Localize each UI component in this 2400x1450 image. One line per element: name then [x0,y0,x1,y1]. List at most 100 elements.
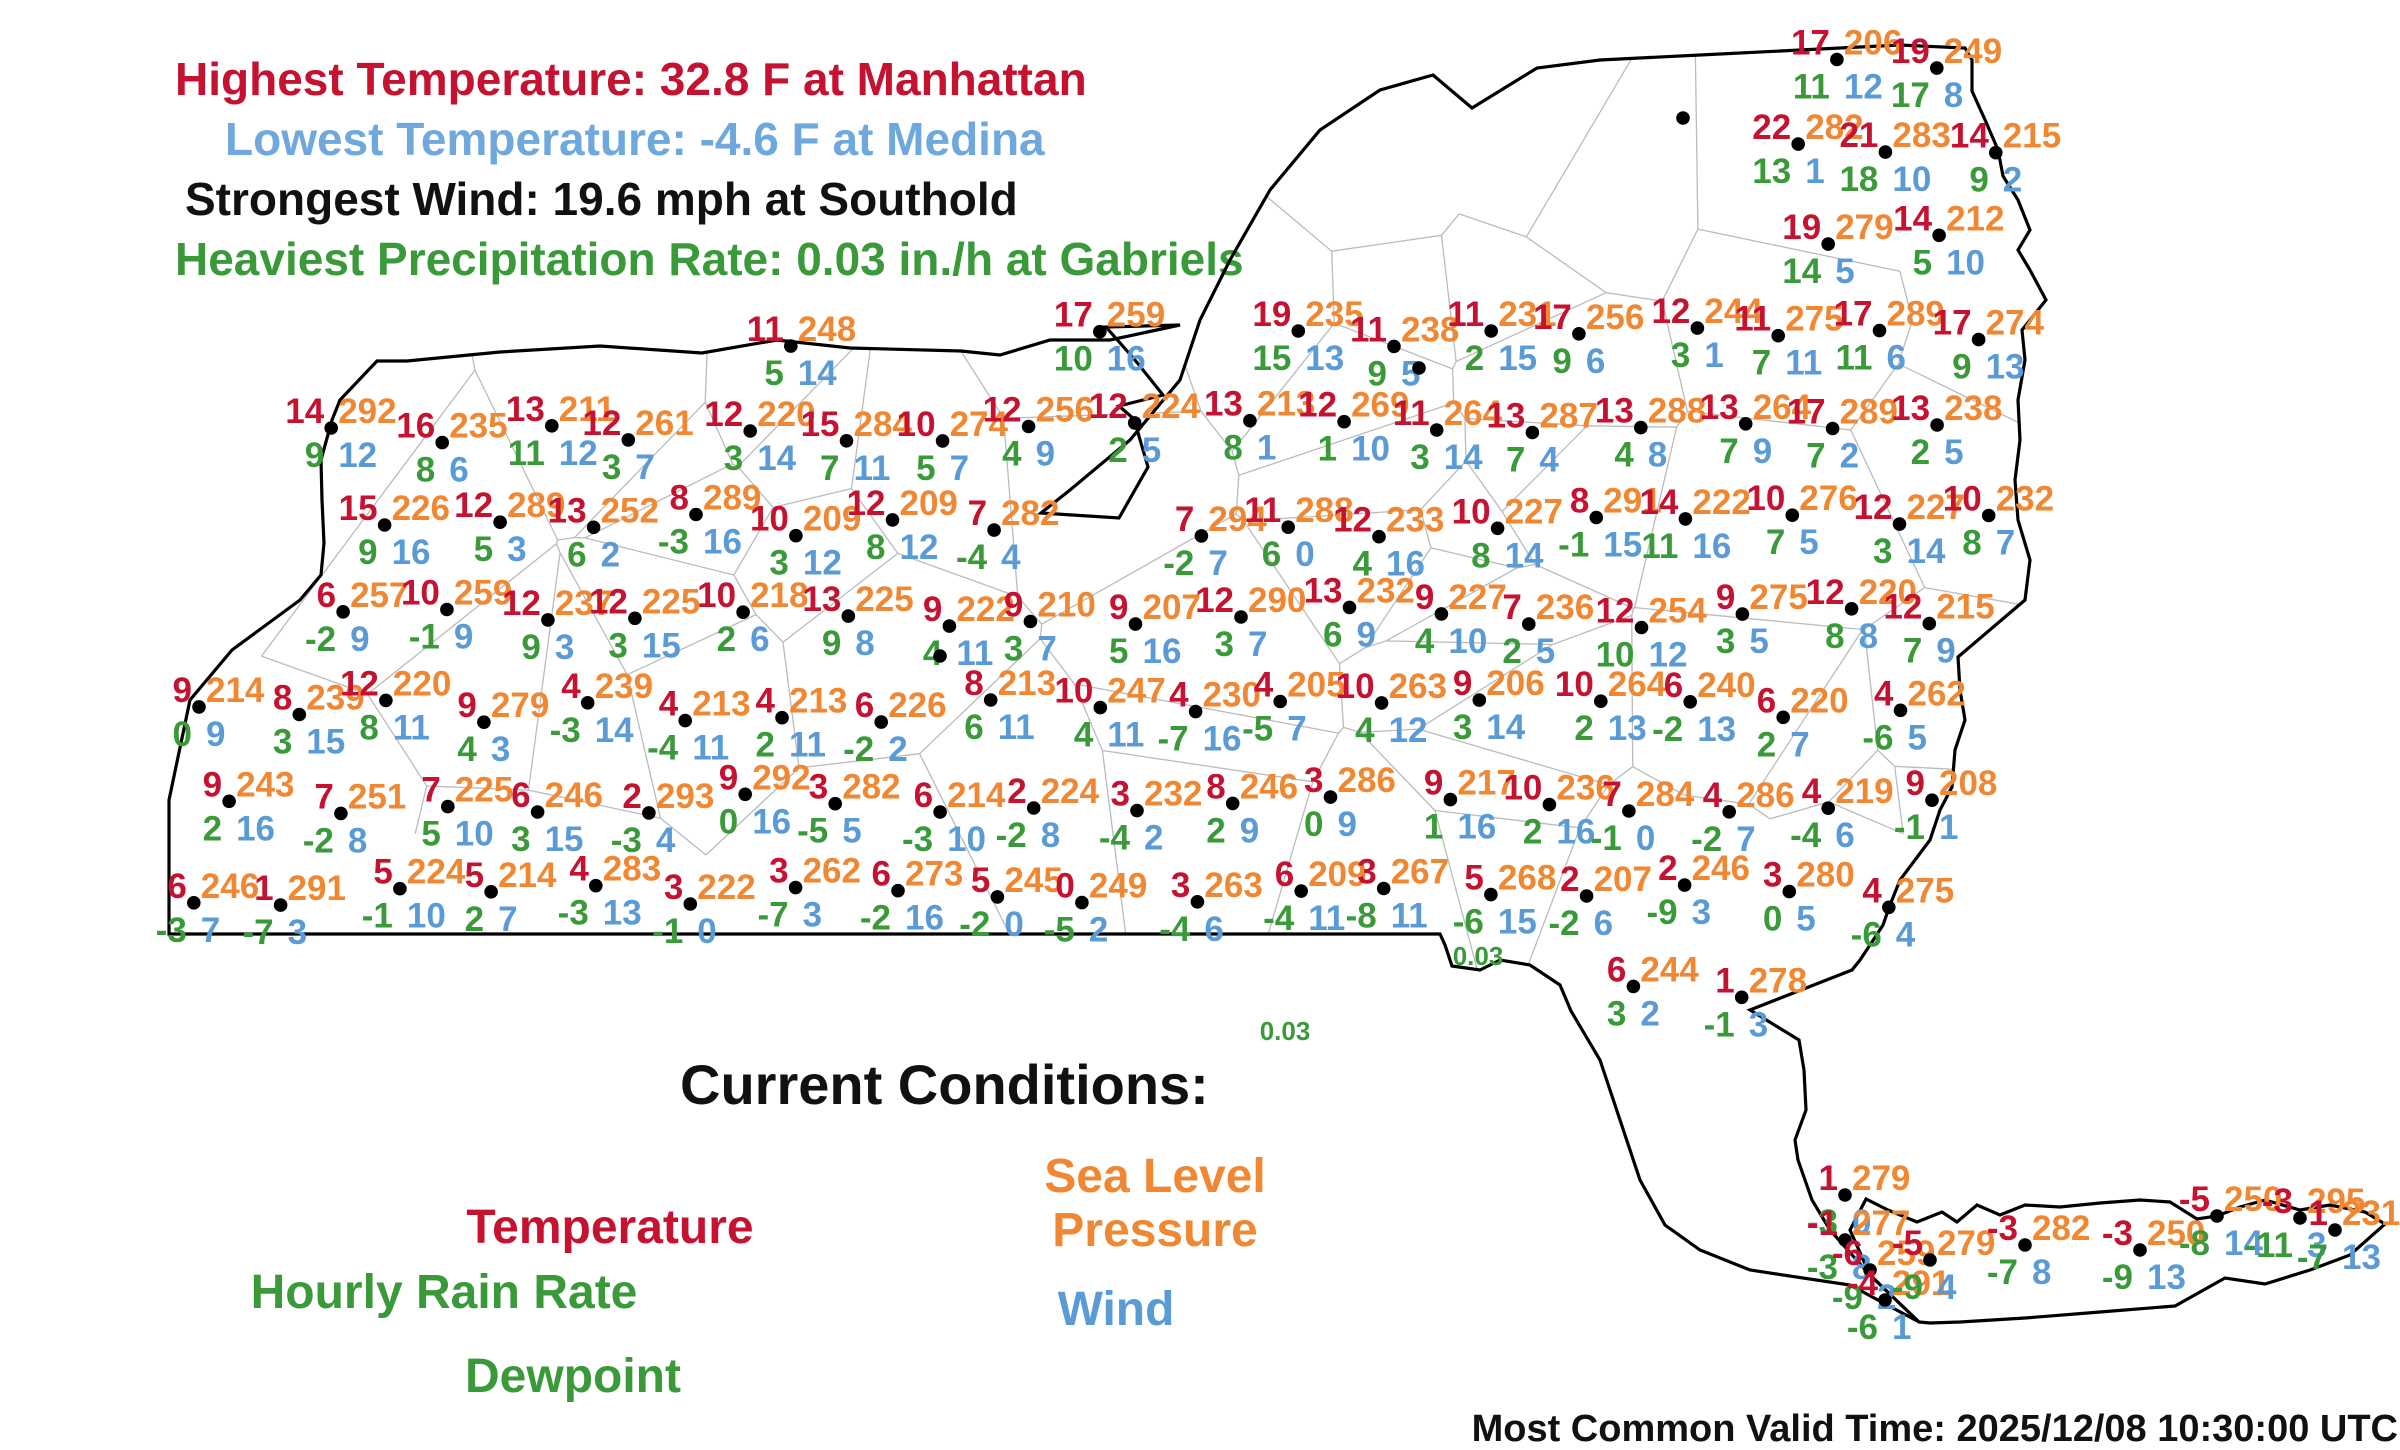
svg-text:9: 9 [521,628,540,667]
svg-text:278: 278 [1749,961,1807,1000]
svg-text:-5: -5 [1892,1224,1923,1263]
svg-text:-6: -6 [1453,903,1484,942]
svg-text:16: 16 [236,809,275,848]
svg-text:8: 8 [359,708,378,747]
svg-text:5: 5 [1796,900,1815,939]
svg-text:5: 5 [1913,243,1932,282]
svg-text:225: 225 [642,582,700,621]
svg-text:3: 3 [1215,625,1234,664]
svg-text:1: 1 [1704,336,1723,375]
svg-text:2: 2 [601,535,620,574]
svg-text:17: 17 [1533,298,1572,337]
svg-text:282: 282 [1001,494,1059,533]
svg-text:-1: -1 [1894,808,1925,847]
svg-text:-8: -8 [2179,1224,2210,1263]
svg-text:0: 0 [697,912,716,951]
svg-text:3: 3 [664,868,683,907]
svg-text:12: 12 [1854,488,1893,527]
svg-text:-2: -2 [1163,544,1194,583]
svg-text:-5: -5 [1044,911,1075,950]
svg-text:14: 14 [285,392,324,431]
svg-text:Strongest Wind: 19.6 mph at So: Strongest Wind: 19.6 mph at Southold [185,173,1018,225]
svg-text:18: 18 [1839,160,1878,199]
svg-text:16: 16 [392,533,431,572]
svg-text:7: 7 [1719,432,1738,471]
svg-text:246: 246 [1240,767,1298,806]
svg-text:8: 8 [1223,429,1242,468]
svg-text:268: 268 [1498,859,1556,898]
svg-text:3: 3 [1607,994,1626,1033]
svg-text:9: 9 [923,590,942,629]
svg-text:6: 6 [750,620,769,659]
svg-text:0: 0 [719,802,738,841]
svg-text:2: 2 [1089,911,1108,950]
svg-text:15: 15 [339,489,378,528]
svg-text:11: 11 [1836,339,1873,378]
svg-text:13: 13 [603,894,642,933]
svg-text:9: 9 [1716,578,1735,617]
svg-text:0.03: 0.03 [1453,941,1504,971]
svg-text:16: 16 [1203,720,1242,759]
svg-text:2: 2 [1523,813,1542,852]
svg-text:9: 9 [1552,342,1571,381]
svg-text:264: 264 [1608,665,1667,704]
svg-text:-2: -2 [305,620,336,659]
svg-text:12: 12 [1596,592,1635,631]
svg-text:6: 6 [1275,855,1294,894]
svg-text:9: 9 [305,436,324,475]
svg-text:5: 5 [1908,718,1927,757]
svg-text:Temperature: Temperature [466,1201,753,1254]
svg-text:1: 1 [1892,1308,1911,1347]
svg-text:251: 251 [348,777,406,816]
svg-text:8: 8 [964,664,983,703]
svg-text:284: 284 [1636,775,1695,814]
svg-text:13: 13 [506,390,545,429]
svg-text:19: 19 [1782,208,1821,247]
svg-text:-4: -4 [1790,816,1822,855]
svg-text:9: 9 [1906,764,1925,803]
svg-text:263: 263 [1389,667,1447,706]
svg-text:291: 291 [288,869,346,908]
svg-text:14: 14 [1486,708,1525,747]
svg-text:7: 7 [498,900,517,939]
svg-text:9: 9 [1753,432,1772,471]
svg-text:213: 213 [998,664,1056,703]
svg-text:218: 218 [750,576,808,615]
svg-text:9: 9 [358,533,377,572]
svg-text:9: 9 [1240,811,1259,850]
svg-text:-3: -3 [550,711,581,750]
svg-text:15: 15 [1603,526,1642,565]
svg-text:9: 9 [454,618,473,657]
svg-text:10: 10 [407,897,446,936]
svg-text:6: 6 [1594,904,1613,943]
svg-text:-9: -9 [2102,1258,2133,1297]
svg-text:210: 210 [1037,586,1095,625]
svg-text:8: 8 [1962,524,1981,563]
svg-text:7: 7 [1903,632,1922,671]
svg-text:279: 279 [1835,208,1893,247]
svg-text:227: 227 [1505,492,1563,531]
svg-text:232: 232 [1144,775,1202,814]
svg-text:8: 8 [855,624,874,663]
svg-text:10: 10 [947,820,986,859]
svg-text:238: 238 [1944,389,2002,428]
svg-text:1: 1 [2309,1194,2328,1233]
svg-text:8: 8 [670,479,689,518]
svg-text:-9: -9 [1892,1268,1923,1307]
svg-text:282: 282 [842,768,900,807]
svg-text:14: 14 [1893,199,1932,238]
svg-text:3: 3 [1304,761,1323,800]
svg-text:275: 275 [1896,871,1954,910]
svg-text:224: 224 [1142,387,1201,426]
svg-text:9: 9 [173,671,192,710]
svg-text:5: 5 [1749,622,1768,661]
svg-text:15: 15 [1498,903,1537,942]
svg-text:4: 4 [457,730,477,769]
svg-text:-4: -4 [1099,819,1131,858]
svg-text:1: 1 [1318,430,1337,469]
svg-text:220: 220 [393,664,451,703]
svg-text:10: 10 [697,576,736,615]
svg-text:8: 8 [1648,436,1667,475]
svg-text:-5: -5 [1242,710,1273,749]
svg-text:5: 5 [474,530,493,569]
